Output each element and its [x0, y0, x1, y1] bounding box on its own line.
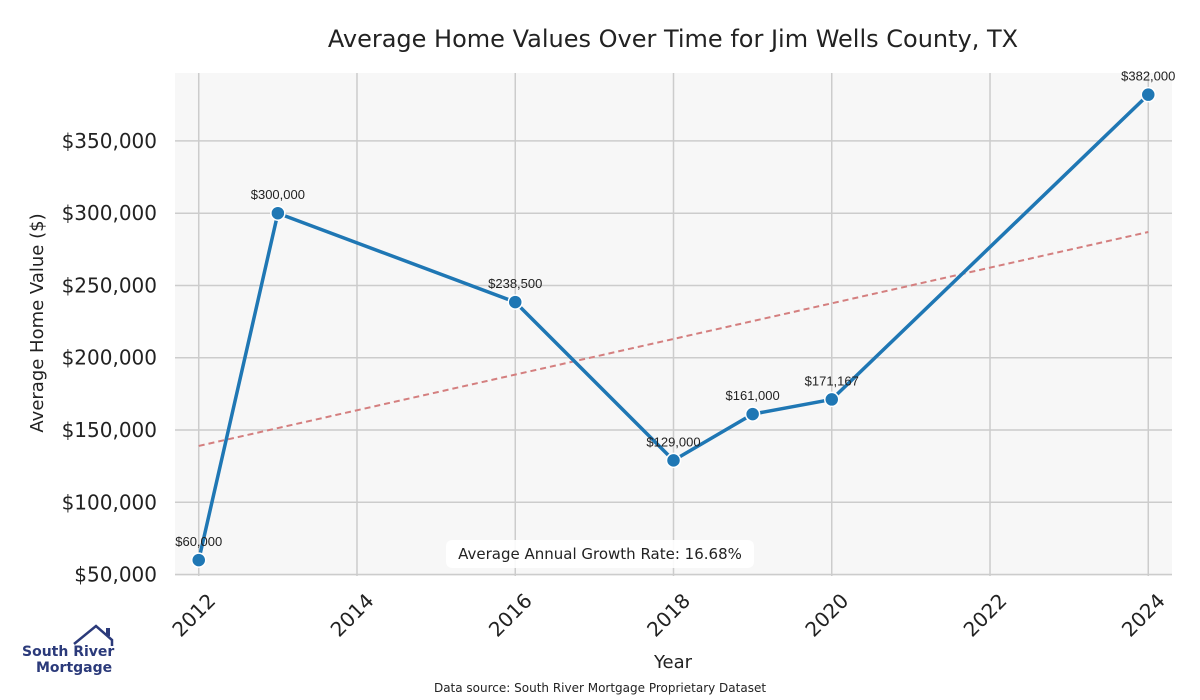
- chart-title: Average Home Values Over Time for Jim We…: [328, 25, 1018, 53]
- data-point: [665, 452, 682, 469]
- x-tick-label: 2016: [484, 589, 537, 642]
- y-tick-label: $250,000: [62, 273, 157, 297]
- x-tick-label: 2024: [1117, 589, 1170, 642]
- annotation-box: [446, 540, 754, 568]
- x-axis-label: Year: [653, 652, 693, 673]
- data-label: $60,000: [175, 534, 222, 549]
- x-tick-label: 2014: [326, 589, 379, 642]
- logo-text-line2: Mortgage: [36, 660, 113, 676]
- y-tick-label: $50,000: [74, 563, 157, 587]
- data-point: [824, 391, 840, 408]
- house-roof-icon: [73, 624, 114, 646]
- growth-rate-annotation: Average Annual Growth Rate: 16.68%: [458, 545, 742, 563]
- y-tick-label: $100,000: [62, 490, 157, 514]
- y-tick-label: $300,000: [62, 201, 157, 225]
- data-label: $161,000: [726, 388, 780, 403]
- y-tick-label: $150,000: [62, 418, 157, 442]
- y-axis-ticks: $50,000 $100,000 $150,000 $200,000 $250,000 $…: [62, 129, 157, 587]
- data-point: [1140, 86, 1157, 103]
- x-axis-ticks: 2012 2014 2016 2018 2020 2022 2024: [167, 589, 1169, 642]
- data-label: $129,000: [646, 434, 700, 449]
- data-labels: $60,000 $300,000 $238,500 $129,000 $161,000 $…: [175, 69, 1175, 549]
- y-tick-label: $350,000: [62, 129, 157, 153]
- data-point: [744, 406, 761, 422]
- data-label: $238,500: [488, 276, 542, 291]
- logo-text-line1: South River: [22, 644, 115, 660]
- x-tick-label: 2022: [959, 589, 1012, 642]
- south-river-logo: South River Mortgage: [22, 622, 132, 682]
- x-tick-label: 2020: [800, 589, 853, 642]
- data-point: [190, 552, 207, 568]
- data-points: [190, 86, 1157, 568]
- y-tick-label: $200,000: [62, 346, 157, 370]
- grid-lines: [175, 73, 1172, 576]
- trend-line: [198, 231, 1149, 447]
- data-point: [270, 205, 286, 221]
- y-axis-label: Average Home Value ($): [27, 213, 48, 432]
- data-label: $171,167: [805, 373, 859, 388]
- data-label: $300,000: [251, 187, 305, 202]
- x-tick-label: 2012: [167, 589, 220, 642]
- data-point: [507, 294, 523, 310]
- data-source-note: Data source: South River Mortgage Propri…: [433, 681, 767, 695]
- x-tick-label: 2018: [642, 589, 695, 642]
- data-label: $382,000: [1121, 69, 1175, 84]
